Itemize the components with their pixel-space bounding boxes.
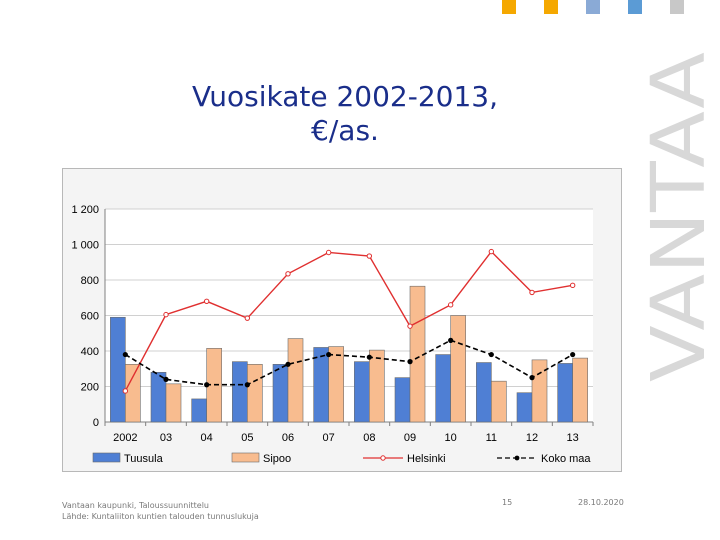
chart-area: 0 200 400 600 800 1 000 1 200 2002 03 04 05 06 07 08 0…: [62, 168, 622, 472]
point-koko-maa: [529, 375, 535, 381]
point-helsinki: [325, 249, 332, 256]
point-koko-maa: [407, 359, 413, 365]
x-tick-label: 12: [526, 432, 538, 444]
bar-tuusula: [354, 361, 370, 423]
point-koko-maa: [448, 337, 454, 343]
point-koko-maa: [285, 361, 291, 367]
bar-tuusula: [516, 392, 533, 423]
footer-line-2: Lähde: Kuntaliiton kuntien talouden tunn…: [62, 512, 259, 521]
slide-date: 28.10.2020: [578, 498, 624, 507]
point-helsinki: [529, 289, 535, 296]
x-tick-label: 2002: [113, 432, 137, 444]
x-tick-label: 13: [567, 432, 579, 444]
x-tick-label: 03: [160, 432, 172, 444]
bar-tuusula: [272, 364, 289, 423]
bar-tuusula: [394, 377, 411, 423]
bar-sipoo: [531, 359, 548, 423]
point-helsinki: [569, 282, 576, 289]
y-tick-label: 1 000: [71, 240, 99, 252]
point-helsinki: [447, 302, 454, 308]
point-helsinki: [488, 248, 495, 255]
brand-text: VANTAA: [636, 52, 716, 382]
line-koko-maa: [124, 339, 574, 386]
chart: 0 200 400 600 800 1 000 1 200 2002 03 04 05 06 07 08 0…: [71, 204, 594, 465]
point-koko-maa: [122, 351, 128, 358]
y-tick-label: 600: [81, 311, 99, 323]
bar-sipoo: [125, 364, 141, 423]
bar-sipoo: [572, 357, 588, 423]
point-helsinki: [366, 253, 373, 259]
title-line-1: Vuosikate 2002-2013,: [191, 80, 498, 113]
point-koko-maa: [204, 382, 210, 388]
accent-square: [670, 0, 684, 14]
y-tick-label: 400: [81, 346, 99, 358]
bar-tuusula: [232, 361, 248, 423]
vantaa-logo: VANTAA: [636, 52, 716, 382]
point-koko-maa: [163, 376, 169, 382]
x-tick-label: 05: [241, 432, 253, 444]
point-helsinki: [163, 311, 169, 318]
accent-square: [586, 0, 600, 14]
point-koko-maa: [326, 351, 332, 358]
bar-sipoo: [247, 364, 263, 423]
legend-label-sipoo: Sipoo: [263, 453, 291, 465]
x-tick-label: 11: [486, 432, 497, 444]
point-helsinki: [122, 388, 129, 394]
y-tick-label: 800: [81, 275, 99, 287]
y-tick-label: 200: [81, 382, 99, 394]
bar-sipoo: [369, 349, 385, 423]
title-line-2: €/as.: [311, 114, 379, 147]
legend-label-helsinki: Helsinki: [407, 453, 446, 465]
footer-source: Vantaan kaupunki, Taloussuunnittelu Lähd…: [62, 500, 259, 522]
bar-tuusula: [191, 398, 207, 423]
point-helsinki: [203, 298, 210, 305]
legend-marker-koko-maa: [514, 455, 520, 461]
bar-sipoo: [328, 346, 344, 423]
bar-tuusula: [557, 363, 573, 423]
point-koko-maa: [244, 382, 250, 388]
x-tick-label: 07: [323, 432, 335, 444]
x-tick-label: 10: [445, 432, 457, 444]
x-tick-label: 08: [363, 432, 375, 444]
y-tick-label: 0: [93, 417, 99, 429]
bar-sipoo: [491, 380, 507, 423]
point-helsinki: [285, 271, 291, 277]
legend-swatch-tuusula: [92, 452, 121, 463]
bar-sipoo: [165, 383, 182, 423]
point-koko-maa: [366, 354, 372, 360]
legend-swatch-sipoo: [231, 452, 260, 463]
point-helsinki: [407, 323, 413, 329]
slide-title: Vuosikate 2002-2013, €/as.: [160, 80, 530, 148]
point-helsinki: [244, 315, 251, 321]
bar-tuusula: [313, 347, 329, 423]
y-tick-label: 1 200: [71, 204, 99, 216]
legend-marker-helsinki: [380, 455, 386, 461]
bar-tuusula: [476, 362, 492, 423]
bar-sipoo: [450, 315, 466, 423]
page-number: 15: [502, 498, 513, 507]
x-tick-label: 09: [404, 432, 416, 444]
x-tick-label: 06: [282, 432, 294, 444]
legend-label-tuusula: Tuusula: [124, 453, 164, 465]
point-koko-maa: [570, 351, 576, 358]
bar-tuusula: [435, 354, 451, 423]
legend-label-koko-maa: Koko maa: [541, 453, 591, 465]
x-tick-label: 04: [201, 432, 213, 444]
accent-square: [544, 0, 558, 14]
bar-sipoo: [287, 338, 304, 423]
accent-square: [502, 0, 516, 14]
point-koko-maa: [488, 351, 494, 358]
line-helsinki: [124, 250, 573, 392]
bar-tuusula: [110, 316, 126, 423]
accent-square: [628, 0, 642, 14]
footer-line-1: Vantaan kaupunki, Taloussuunnittelu: [62, 501, 209, 510]
